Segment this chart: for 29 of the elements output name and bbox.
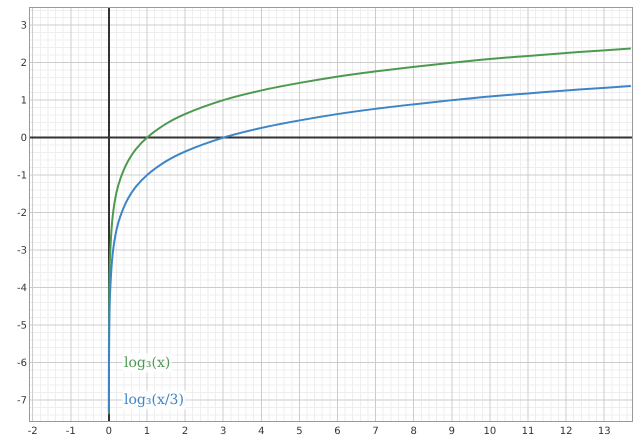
x-tick-label: 7	[372, 426, 379, 437]
x-tick-label: 13	[598, 426, 611, 437]
y-tick-label: 0	[20, 133, 27, 144]
y-tick-label: -3	[17, 246, 27, 257]
x-tick-label: 12	[560, 426, 572, 437]
x-tick-label: -1	[66, 426, 76, 437]
x-tick-label: 9	[448, 426, 455, 437]
x-tick-label: -2	[28, 426, 38, 437]
x-tick-label: 8	[410, 426, 417, 437]
y-tick-label: -1	[17, 170, 27, 182]
y-tick-label: 3	[20, 20, 27, 32]
x-tick-label: 10	[484, 426, 496, 437]
x-tick-label: 1	[144, 426, 150, 437]
x-tick-label: 4	[258, 426, 264, 437]
y-tick-label: -5	[17, 320, 27, 332]
x-tick-label: 5	[296, 426, 303, 437]
x-tick-label: 0	[106, 426, 112, 437]
y-tick-label: 2	[20, 58, 27, 70]
x-tick-label: 2	[182, 426, 188, 437]
series-label: log₃(x/3)	[124, 392, 184, 408]
y-tick-label: -2	[17, 208, 27, 220]
y-tick-label: 1	[20, 96, 27, 107]
y-tick-label: -7	[17, 396, 27, 407]
y-tick-label: -4	[17, 283, 27, 294]
x-tick-label: 11	[522, 426, 534, 437]
x-tick-label: 6	[334, 426, 341, 437]
y-tick-label: -6	[17, 358, 27, 370]
series-label: log₃(x)	[124, 355, 170, 371]
x-tick-label: 3	[220, 426, 226, 437]
